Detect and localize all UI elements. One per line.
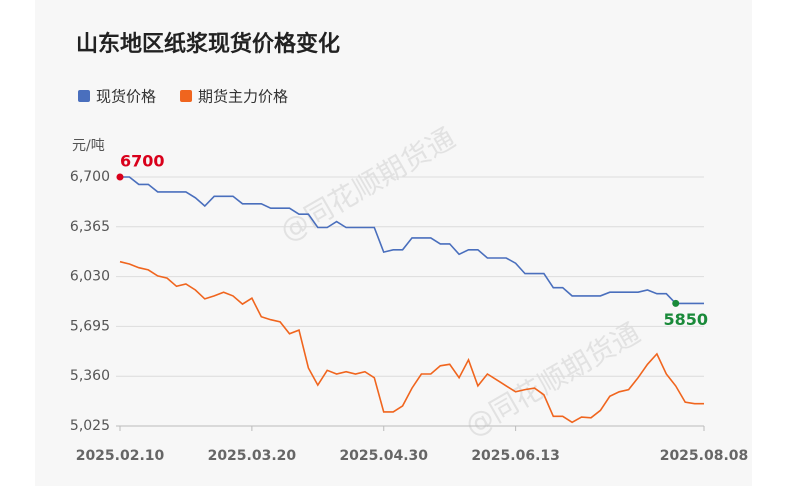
legend-swatch — [78, 90, 90, 102]
x-tick-label: 2025.03.20 — [208, 448, 297, 464]
line-series — [120, 176, 704, 305]
chart-background — [35, 0, 752, 486]
value-label-max: 6700 — [120, 152, 165, 171]
legend: 现货价格 期货主力价格 — [78, 88, 288, 106]
value-label-min: 5850 — [663, 310, 708, 329]
y-tick-label: 5,695 — [70, 318, 110, 334]
y-tick-label: 5,025 — [70, 418, 110, 434]
legend-label: 现货价格 — [96, 88, 156, 106]
y-tick-label: 6,365 — [70, 219, 110, 235]
legend-swatch — [180, 90, 193, 102]
x-tick-label: 2025.06.13 — [471, 448, 560, 464]
chart-title: 山东地区纸浆现货价格变化 — [76, 31, 340, 57]
x-tick-label: 2025.08.08 — [660, 448, 749, 464]
y-tick-label: 6,030 — [70, 269, 110, 285]
legend-label: 期货主力价格 — [198, 88, 288, 106]
y-axis-label: 元/吨 — [72, 138, 105, 154]
x-tick-label: 2025.02.10 — [76, 448, 165, 464]
x-tick-label: 2025.04.30 — [339, 448, 428, 464]
y-tick-label: 6,700 — [70, 169, 110, 185]
point-min — [672, 299, 680, 307]
y-tick-label: 5,360 — [70, 368, 110, 384]
point-max — [116, 173, 124, 181]
line-series — [119, 260, 704, 424]
